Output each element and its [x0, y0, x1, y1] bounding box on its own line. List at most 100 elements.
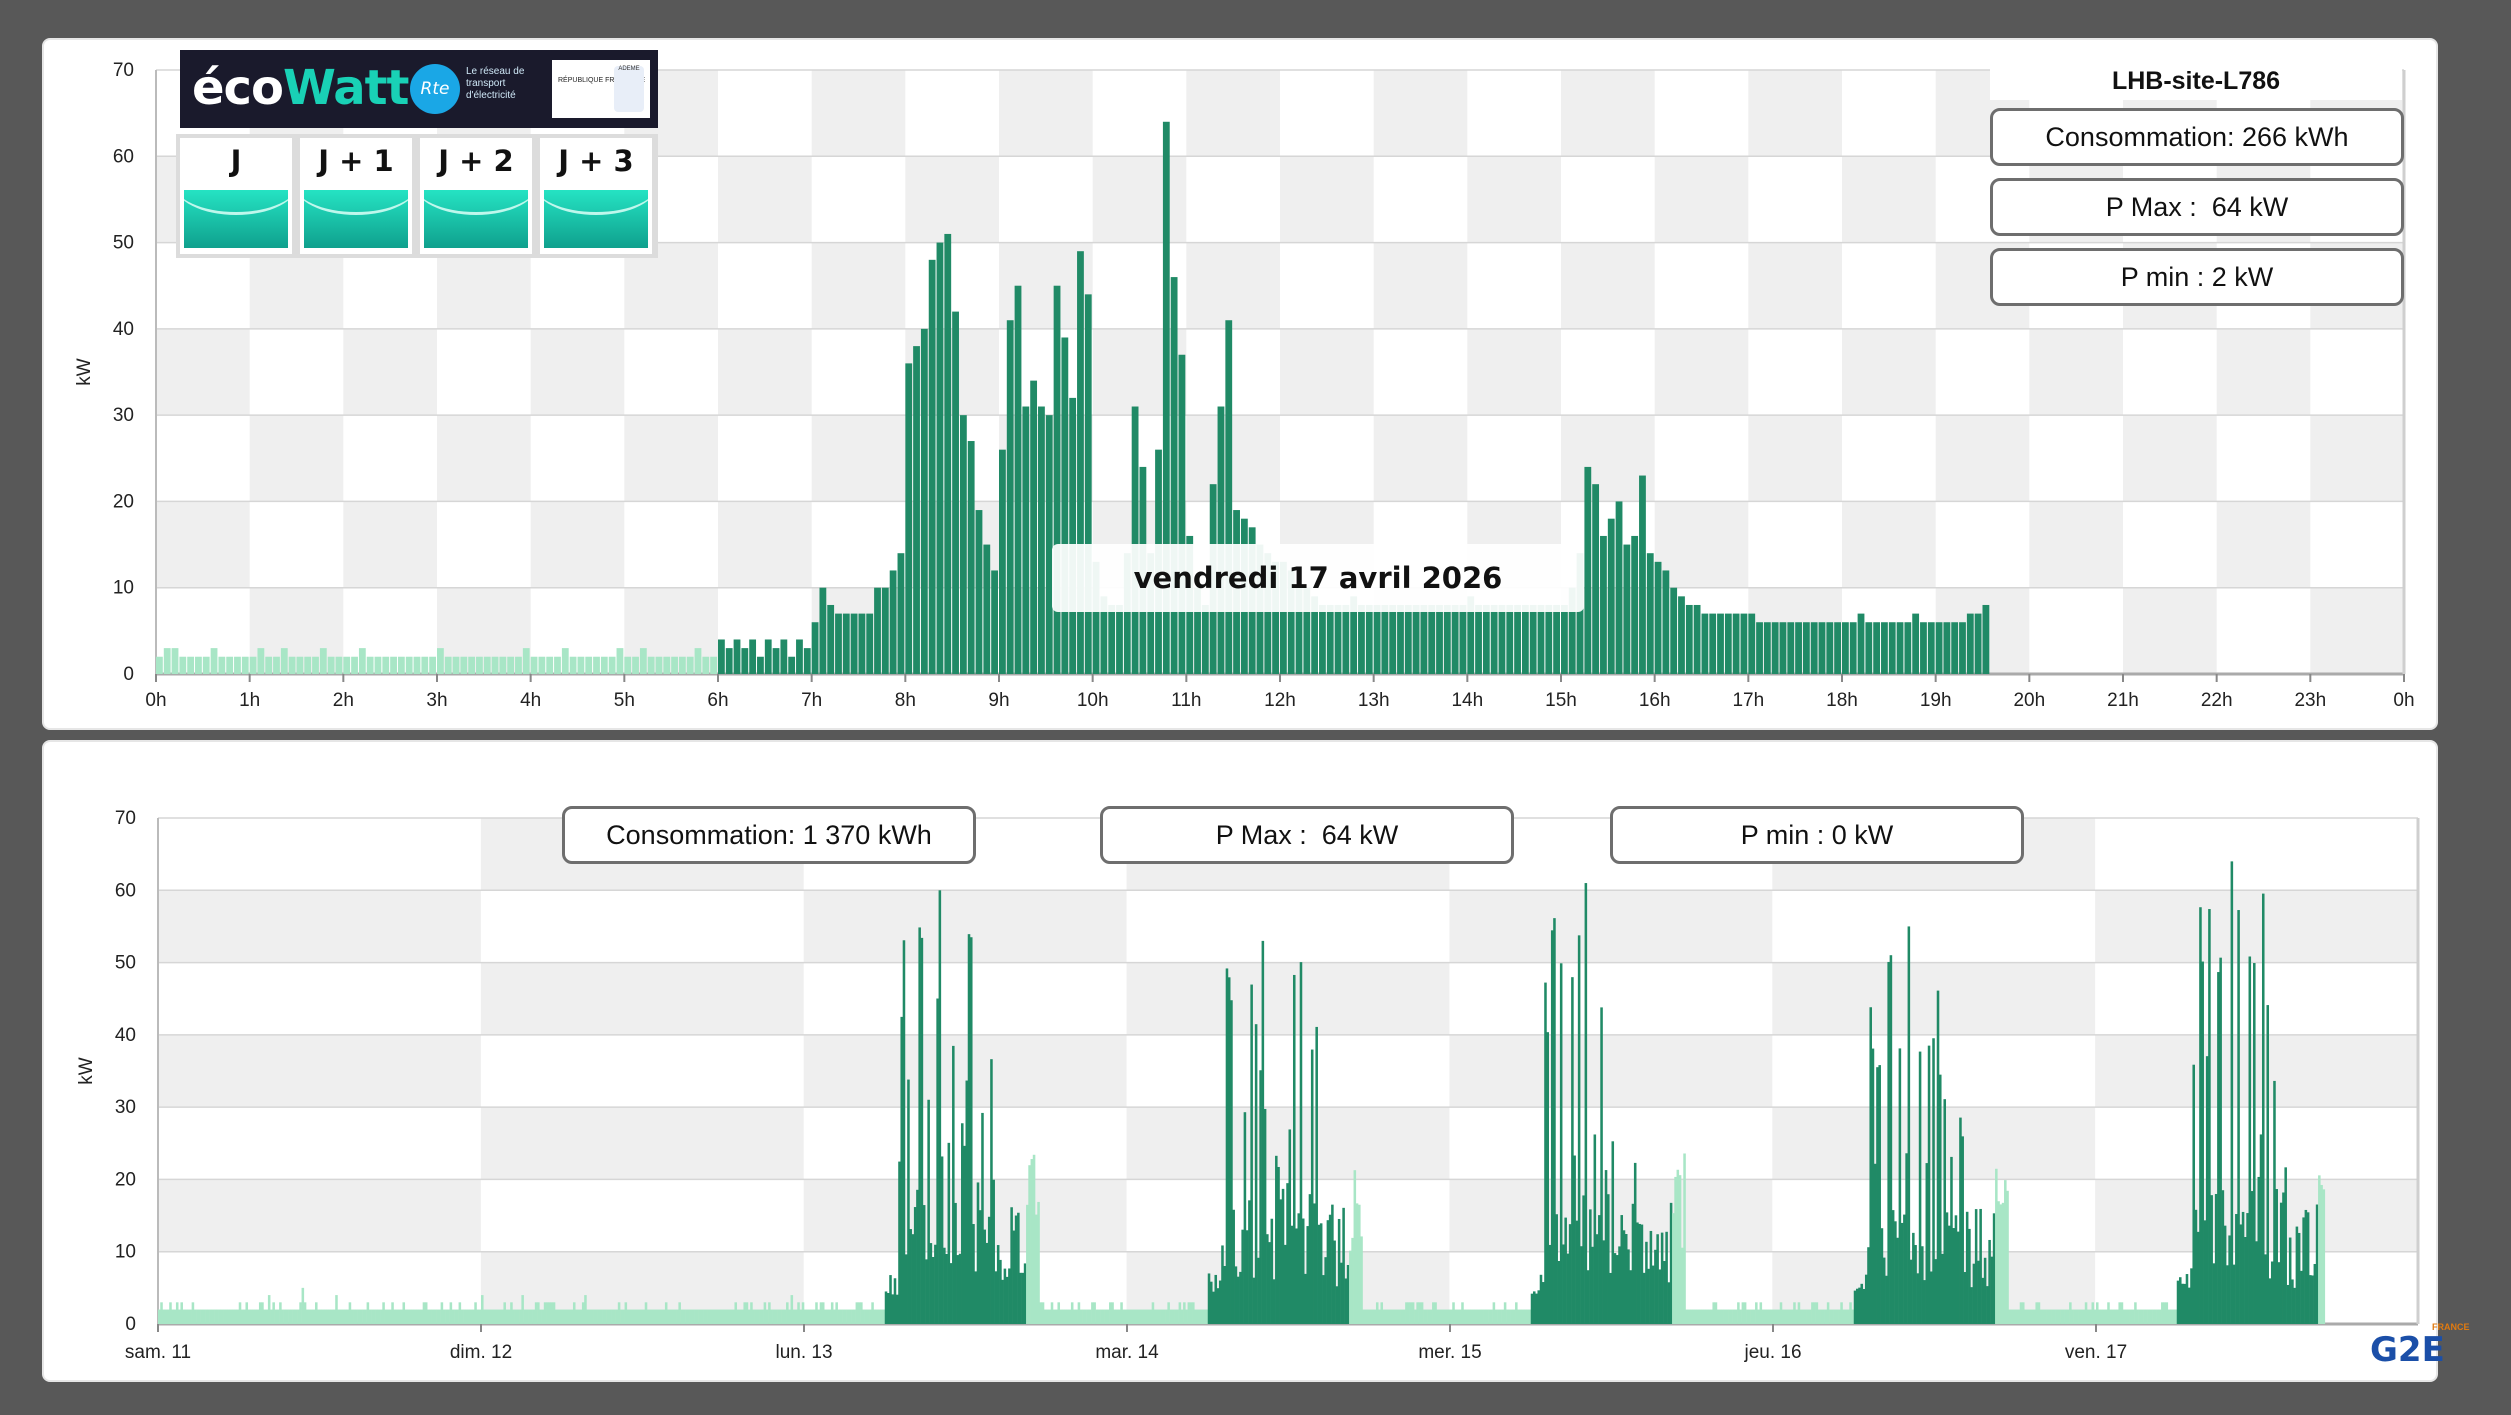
bar[interactable] — [1358, 1204, 1361, 1324]
bar[interactable] — [476, 1309, 480, 1324]
bar[interactable] — [1795, 1309, 1798, 1324]
bar[interactable] — [2277, 1262, 2281, 1324]
bar[interactable] — [1851, 1309, 1855, 1324]
bar[interactable] — [676, 1309, 679, 1324]
bar[interactable] — [911, 1234, 915, 1324]
bar[interactable] — [761, 1309, 764, 1324]
bar[interactable] — [1252, 1277, 1256, 1324]
bar[interactable] — [1607, 518, 1615, 674]
bar[interactable] — [1811, 1302, 1814, 1324]
bar[interactable] — [429, 656, 436, 674]
bar[interactable] — [270, 1309, 273, 1324]
bar[interactable] — [1871, 1048, 1875, 1324]
bar[interactable] — [405, 656, 413, 674]
bar[interactable] — [406, 1309, 410, 1324]
bar[interactable] — [1492, 1302, 1496, 1324]
bar[interactable] — [507, 1309, 511, 1324]
bar[interactable] — [886, 1293, 890, 1324]
bar[interactable] — [1149, 1309, 1152, 1324]
bar[interactable] — [1947, 1225, 1951, 1324]
bar[interactable] — [1519, 1309, 1523, 1324]
bar[interactable] — [2219, 957, 2222, 1324]
bar[interactable] — [2201, 961, 2204, 1324]
bar[interactable] — [806, 1309, 809, 1324]
bar[interactable] — [209, 1309, 213, 1324]
bar[interactable] — [2055, 1309, 2059, 1324]
bar[interactable] — [173, 1309, 177, 1324]
bar[interactable] — [1498, 604, 1506, 674]
bar[interactable] — [1178, 354, 1186, 674]
bar[interactable] — [987, 1216, 991, 1324]
bar[interactable] — [1308, 1194, 1312, 1324]
bar[interactable] — [780, 639, 788, 674]
bar[interactable] — [646, 1309, 650, 1324]
bar[interactable] — [992, 1179, 995, 1324]
bar[interactable] — [1355, 1203, 1359, 1324]
bar[interactable] — [418, 1309, 421, 1324]
bar[interactable] — [346, 1309, 349, 1324]
bar[interactable] — [1660, 1232, 1664, 1324]
bar[interactable] — [1970, 1287, 1973, 1324]
bar[interactable] — [1880, 1228, 1884, 1324]
bar[interactable] — [308, 1309, 311, 1324]
bar[interactable] — [503, 1302, 506, 1324]
bar[interactable] — [1584, 466, 1592, 674]
bar[interactable] — [1026, 1204, 1029, 1324]
bar[interactable] — [1225, 968, 1229, 1324]
bar[interactable] — [797, 1302, 800, 1324]
bar[interactable] — [1407, 1302, 1410, 1324]
bar[interactable] — [444, 656, 452, 674]
bar[interactable] — [299, 1302, 302, 1324]
bar[interactable] — [907, 1079, 910, 1324]
bar[interactable] — [303, 1302, 307, 1324]
bar[interactable] — [1447, 1309, 1451, 1324]
bar[interactable] — [2064, 1309, 2068, 1324]
bar[interactable] — [1194, 1309, 1197, 1324]
bar[interactable] — [1268, 1242, 1271, 1324]
bar[interactable] — [380, 1309, 383, 1324]
bar[interactable] — [669, 1309, 672, 1324]
bar[interactable] — [368, 1309, 372, 1324]
bar[interactable] — [1411, 1302, 1415, 1324]
bar[interactable] — [2228, 1235, 2231, 1324]
bar[interactable] — [310, 1309, 314, 1324]
bar[interactable] — [1571, 977, 1574, 1324]
bar[interactable] — [1981, 1277, 1985, 1324]
bar[interactable] — [663, 656, 671, 674]
bar[interactable] — [1669, 1202, 1673, 1324]
bar[interactable] — [2140, 1309, 2144, 1324]
bar[interactable] — [1028, 1165, 1031, 1324]
bar[interactable] — [1243, 1112, 1247, 1324]
bar[interactable] — [1541, 1282, 1545, 1324]
bar[interactable] — [494, 1309, 498, 1324]
bar[interactable] — [2244, 1237, 2247, 1324]
bar[interactable] — [918, 927, 921, 1324]
bar[interactable] — [1842, 1309, 1846, 1324]
bar[interactable] — [2196, 1231, 2200, 1324]
bar[interactable] — [1198, 1309, 1202, 1324]
bar[interactable] — [2302, 1217, 2305, 1324]
bar[interactable] — [1095, 1309, 1099, 1324]
ecowatt-day-j[interactable]: J — [180, 138, 292, 254]
bar[interactable] — [281, 1309, 284, 1324]
bar[interactable] — [554, 656, 561, 674]
bar[interactable] — [1921, 1246, 1924, 1324]
bar[interactable] — [640, 1309, 643, 1324]
bar[interactable] — [2008, 1309, 2012, 1324]
bar[interactable] — [1645, 1241, 1648, 1324]
bar[interactable] — [1057, 1302, 1061, 1324]
bar[interactable] — [335, 656, 343, 674]
bar[interactable] — [2241, 1211, 2245, 1324]
bar[interactable] — [1629, 1270, 1632, 1324]
bar[interactable] — [485, 1309, 489, 1324]
bar[interactable] — [772, 1309, 776, 1324]
bar[interactable] — [465, 1309, 468, 1324]
bar[interactable] — [835, 613, 842, 674]
bar[interactable] — [1241, 1229, 1244, 1324]
bar[interactable] — [1966, 613, 1974, 674]
bar[interactable] — [285, 1309, 289, 1324]
bar[interactable] — [2300, 1270, 2303, 1324]
bar[interactable] — [996, 1245, 1000, 1324]
bar[interactable] — [875, 1309, 879, 1324]
bar[interactable] — [2181, 1283, 2184, 1324]
